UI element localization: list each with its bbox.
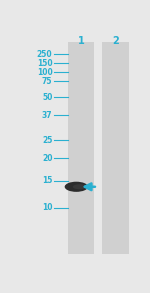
Text: 100: 100 xyxy=(37,68,52,77)
Text: 20: 20 xyxy=(42,154,52,163)
Text: 50: 50 xyxy=(42,93,52,102)
Ellipse shape xyxy=(65,182,88,192)
Text: 10: 10 xyxy=(42,203,52,212)
Bar xyxy=(102,42,129,254)
Text: 37: 37 xyxy=(42,111,52,120)
Ellipse shape xyxy=(73,184,87,189)
Text: 150: 150 xyxy=(37,59,52,68)
Text: 15: 15 xyxy=(42,176,52,185)
Text: 2: 2 xyxy=(112,36,119,46)
Text: 25: 25 xyxy=(42,136,52,144)
Text: 250: 250 xyxy=(37,50,52,59)
Bar xyxy=(68,42,94,254)
Text: 75: 75 xyxy=(42,77,52,86)
Text: 1: 1 xyxy=(78,36,84,46)
